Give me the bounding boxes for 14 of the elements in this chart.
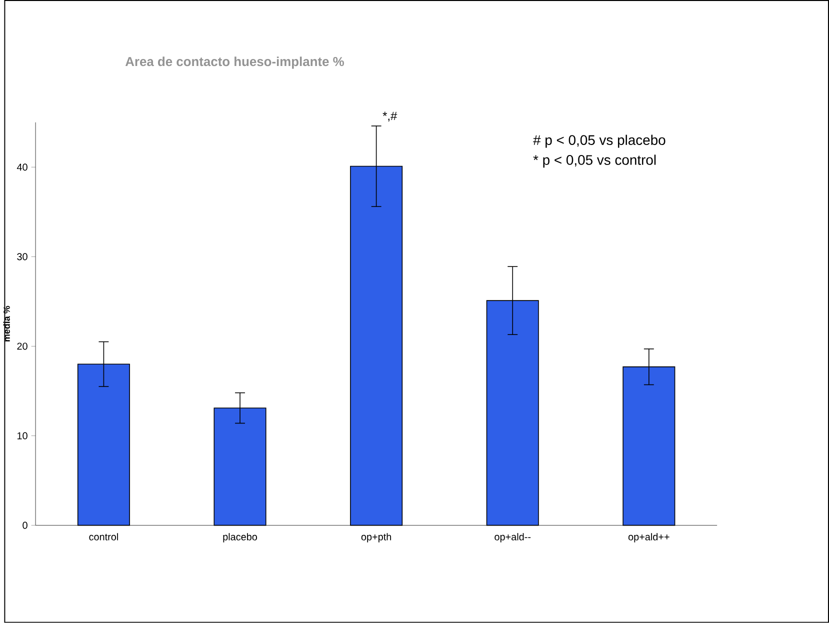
annotation: # p < 0,05 vs placebo	[533, 134, 666, 148]
annotation: * p < 0,05 vs control	[533, 154, 656, 168]
y-tick-label: 40	[16, 164, 28, 171]
x-tick-label: op+ald--	[494, 533, 531, 542]
x-tick-label: op+pth	[361, 533, 392, 542]
x-tick-label: op+ald++	[628, 533, 670, 542]
annotation: *,#	[382, 112, 398, 122]
y-tick-label: 20	[17, 342, 28, 350]
y-tick-label: 10	[17, 432, 28, 440]
y-tick-label: 0	[22, 522, 28, 529]
x-tick-label: control	[89, 533, 118, 540]
chart-title: Area de contacto hueso-implante %	[125, 56, 344, 69]
y-tick-label: 30	[17, 253, 28, 260]
x-tick-label: placebo	[223, 533, 258, 542]
